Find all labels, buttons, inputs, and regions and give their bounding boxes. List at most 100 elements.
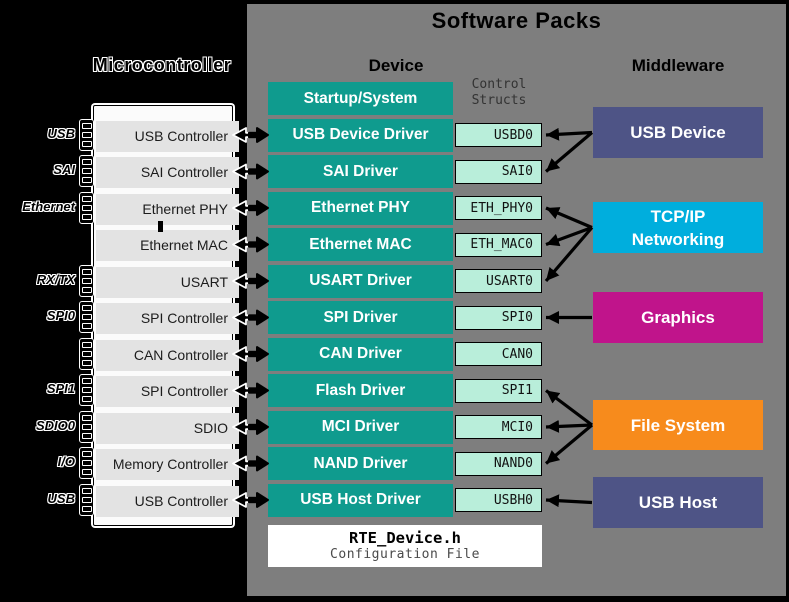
mcu-pin (81, 414, 92, 421)
mcu-pin-block (79, 191, 94, 224)
microcontroller-title: Microcontroller (92, 55, 232, 75)
mcu-pin (81, 168, 92, 174)
control-struct-box: SPI0 (455, 305, 542, 330)
driver-box: USB Device Driver (268, 118, 453, 152)
mcu-peripheral-row: USB Controller (96, 485, 239, 517)
driver-box: Ethernet MAC (268, 228, 453, 261)
mcu-pin (81, 140, 92, 147)
rte-device-box: RTE_Device.h Configuration File (268, 525, 542, 567)
mcu-pin-block (79, 483, 94, 516)
mcu-pin (81, 204, 92, 211)
mcu-pin-block (79, 337, 94, 370)
mcu-pin (81, 341, 92, 348)
mcu-pin-block (79, 374, 94, 406)
mcu-pin (81, 350, 92, 357)
mcu-peripheral-row: SPI Controller (96, 376, 239, 407)
mcu-pin-block (79, 155, 94, 187)
driver-box: USART Driver (268, 264, 453, 298)
rte-device-caption: Configuration File (330, 547, 480, 562)
mcu-pin (81, 487, 92, 494)
mcu-pin (81, 314, 92, 320)
mcu-pin (81, 496, 92, 503)
mcu-pin-label: I/O (57, 454, 75, 469)
device-column-header: Device (368, 56, 424, 75)
control-struct-box: USBH0 (455, 488, 542, 512)
mcu-pin (81, 432, 92, 439)
driver-box: MCI Driver (268, 410, 453, 444)
control-structs-line1: Control (471, 77, 527, 92)
mcu-peripheral-row: CAN Controller (96, 339, 239, 371)
startup-system-box: Startup/System (268, 82, 453, 115)
middleware-box: USB Host (593, 477, 763, 528)
mcu-pin-label: SDIO0 (35, 417, 75, 433)
mcu-pin (81, 323, 92, 329)
mcu-pin (81, 423, 92, 430)
driver-box: Flash Driver (268, 374, 453, 407)
mcu-pin (81, 396, 92, 402)
mcu-pin-label: USB (47, 125, 75, 141)
mcu-pin (81, 378, 92, 384)
mcu-pin (81, 505, 92, 512)
mcu-pin-block (79, 410, 94, 443)
mcu-peripheral-row: SAI Controller (96, 157, 239, 188)
middleware-box: TCP/IP Networking (593, 202, 763, 253)
control-structs-line2: Structs (471, 93, 527, 108)
diagram-title: Software Packs (431, 8, 602, 33)
mcu-pin (81, 213, 92, 220)
mcu-pin (81, 122, 92, 129)
mcu-pin (81, 469, 92, 475)
middleware-column-header: Middleware (631, 56, 725, 75)
control-struct-box: USBD0 (455, 123, 542, 147)
mcu-peripheral-row: Ethernet MAC (96, 230, 239, 261)
mcu-pin-label: SPI1 (46, 381, 75, 396)
mcu-pin (81, 286, 92, 293)
mcu-pin-label: SAI (53, 162, 75, 177)
control-struct-box: NAND0 (455, 451, 542, 476)
phy-mac-connector (158, 221, 163, 232)
mcu-pin (81, 359, 92, 366)
mcu-pin (81, 177, 92, 183)
mcu-peripheral-row: Ethernet PHY (96, 193, 239, 225)
driver-box: SPI Driver (268, 301, 453, 334)
control-struct-box: SPI1 (455, 378, 542, 403)
control-struct-box: ETH_MAC0 (455, 232, 542, 257)
microcontroller-box: USB Controller SAI Controller Ethernet PHY… (93, 105, 239, 526)
mcu-pin (81, 195, 92, 202)
mcu-pin-label: RX/TX (36, 271, 75, 287)
middleware-box: Graphics (593, 292, 763, 343)
mcu-pin (81, 387, 92, 393)
mcu-pin (81, 268, 92, 275)
middleware-box: File System (593, 400, 763, 450)
mcu-peripheral-row: Memory Controller (96, 449, 239, 480)
control-struct-box: SAI0 (455, 159, 542, 184)
mcu-peripheral-row: USART (96, 266, 239, 298)
mcu-pin-block (79, 301, 94, 333)
mcu-peripheral-row: SDIO (96, 412, 239, 444)
control-structs-label: Control Structs (455, 77, 543, 109)
mcu-peripheral-row: USB Controller (96, 120, 239, 152)
mcu-pin-block (79, 447, 94, 479)
driver-box: NAND Driver (268, 447, 453, 480)
rte-device-filename: RTE_Device.h (349, 529, 461, 547)
mcu-pin-label: SPI0 (46, 308, 75, 323)
mcu-pin-block (79, 118, 94, 151)
mcu-peripheral-row: SPI Controller (96, 303, 239, 334)
mcu-pin (81, 131, 92, 138)
mcu-pin-label: Ethernet (22, 198, 75, 214)
driver-box: Ethernet PHY (268, 191, 453, 225)
control-struct-box: CAN0 (455, 342, 542, 366)
middleware-box: USB Device (593, 107, 763, 158)
driver-box: USB Host Driver (268, 483, 453, 517)
mcu-pin (81, 305, 92, 311)
mcu-pin (81, 460, 92, 466)
mcu-pin-block (79, 264, 94, 297)
mcu-pin (81, 277, 92, 284)
control-struct-box: MCI0 (455, 415, 542, 439)
mcu-pin (81, 451, 92, 457)
control-struct-box: USART0 (455, 269, 542, 293)
control-struct-box: ETH_PHY0 (455, 196, 542, 220)
driver-box: SAI Driver (268, 155, 453, 188)
mcu-pin (81, 159, 92, 165)
mcu-pin-label: USB (47, 490, 75, 506)
